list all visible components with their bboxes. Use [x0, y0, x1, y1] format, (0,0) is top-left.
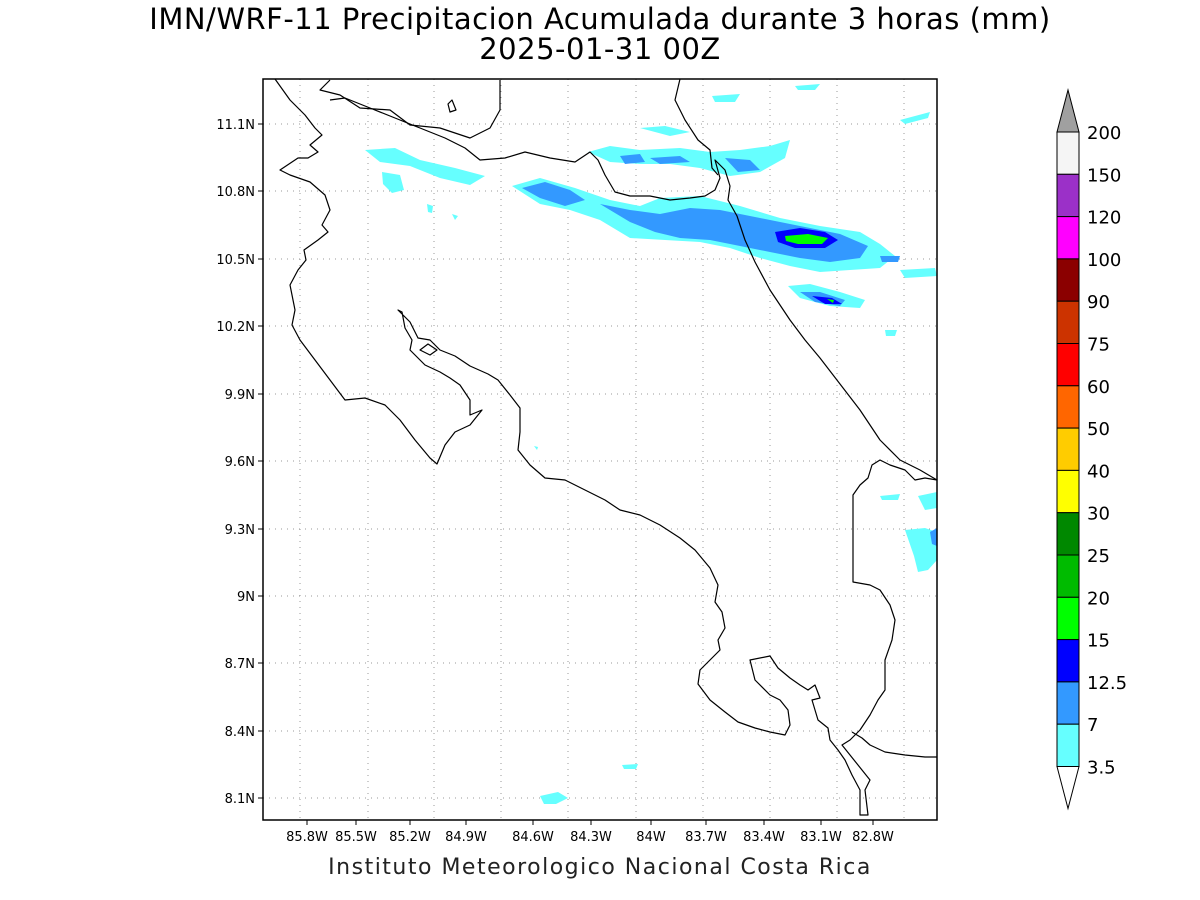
legend-label: 60: [1087, 377, 1110, 398]
legend-swatch: [1056, 554, 1080, 598]
color-legend: 200 150 120 100 90 75 60 50 40 30 25 20 15 12.5 7 3.5: [1056, 88, 1127, 811]
legend-label: 25: [1087, 546, 1110, 567]
lat-tick-label: 9.6N: [225, 455, 255, 470]
legend-swatch: [1056, 343, 1080, 387]
legend-swatch: [1056, 469, 1080, 514]
legend-label: 150: [1087, 165, 1121, 186]
legend-label: 75: [1087, 335, 1110, 356]
legend-label: 30: [1087, 504, 1110, 525]
legend-swatch: [1056, 427, 1080, 471]
island: [447, 99, 457, 113]
legend-swatch: [1056, 300, 1080, 345]
pacific-coast-north: [274, 78, 938, 816]
lon-tick-label: 83.1W: [800, 830, 842, 845]
lat-tick-label: 8.4N: [225, 725, 255, 740]
legend-label: 40: [1087, 461, 1110, 482]
legend-swatch: [1056, 681, 1080, 725]
lon-tick-label: 85.2W: [389, 830, 431, 845]
lon-tick-label: 82.8W: [852, 830, 894, 845]
legend-label: 20: [1087, 588, 1110, 609]
lat-tick-label: 9N: [237, 590, 255, 605]
lon-tick-label: 84W: [636, 830, 666, 845]
legend-swatch: [1056, 596, 1080, 641]
legend-swatch: [1056, 258, 1080, 302]
legend-label: 90: [1087, 292, 1110, 313]
legend-swatch: [1056, 216, 1080, 260]
lon-tick-label: 84.3W: [570, 830, 612, 845]
lon-tick-label: 83.7W: [685, 830, 727, 845]
precipitation-fields: [365, 84, 937, 804]
map-background: [263, 79, 937, 820]
longitude-labels: 85.8W 85.5W 85.2W 84.9W 84.6W 84.3W 84W 83.7W 83…: [286, 820, 894, 845]
legend-label: 50: [1087, 419, 1110, 440]
legend-swatch: [1056, 723, 1080, 768]
legend-swatch: [1056, 173, 1080, 218]
lake-shore: [319, 79, 501, 139]
coastlines-and-borders: [274, 78, 938, 816]
legend-under-arrow: [1056, 766, 1080, 811]
lon-tick-label: 84.9W: [445, 830, 487, 845]
legend-label: 3.5: [1087, 758, 1116, 779]
nicaragua-east-coast: [674, 78, 719, 176]
map-valid-time: 2025-01-31 00Z: [479, 32, 721, 66]
lat-tick-label: 9.9N: [225, 388, 255, 403]
legend-label: 120: [1087, 208, 1121, 229]
map-frame: [262, 78, 938, 821]
lon-tick-label: 84.6W: [512, 830, 554, 845]
legend-label: 15: [1087, 631, 1110, 652]
lat-lon-grid: [263, 79, 937, 820]
lon-tick-label: 85.5W: [335, 830, 377, 845]
lat-tick-label: 11.1N: [216, 118, 255, 133]
legend-swatch: [1056, 639, 1080, 683]
legend-swatch: [1056, 512, 1080, 556]
lat-tick-label: 8.1N: [225, 792, 255, 807]
lon-tick-label: 83.4W: [743, 830, 785, 845]
gulf-island: [419, 343, 438, 356]
border-line: [329, 97, 938, 481]
legend-label: 12.5: [1087, 673, 1127, 694]
legend-label: 7: [1087, 715, 1098, 736]
map-plot-area: [262, 78, 938, 821]
precip-band-15: [785, 234, 834, 303]
lon-tick-label: 85.8W: [286, 830, 328, 845]
lat-tick-label: 10.2N: [216, 320, 255, 335]
legend-swatch: [1056, 385, 1080, 429]
latitude-labels: 11.1N 10.8N 10.5N 10.2N 9.9N 9.6N 9.3N 9N 8.7N 8.…: [216, 118, 263, 807]
lat-tick-label: 10.8N: [216, 185, 255, 200]
lat-tick-label: 9.3N: [225, 523, 255, 538]
legend-label: 200: [1087, 123, 1121, 144]
legend-over-arrow: [1056, 88, 1080, 133]
lat-tick-label: 8.7N: [225, 657, 255, 672]
legend-label: 100: [1087, 250, 1121, 271]
legend-swatch: [1056, 131, 1080, 175]
lat-tick-label: 10.5N: [216, 253, 255, 268]
map-title: IMN/WRF-11 Precipitacion Acumulada duran…: [149, 2, 1051, 36]
panama-coast: [851, 731, 937, 758]
footer-credit: Instituto Meteorologico Nacional Costa R…: [328, 855, 872, 880]
